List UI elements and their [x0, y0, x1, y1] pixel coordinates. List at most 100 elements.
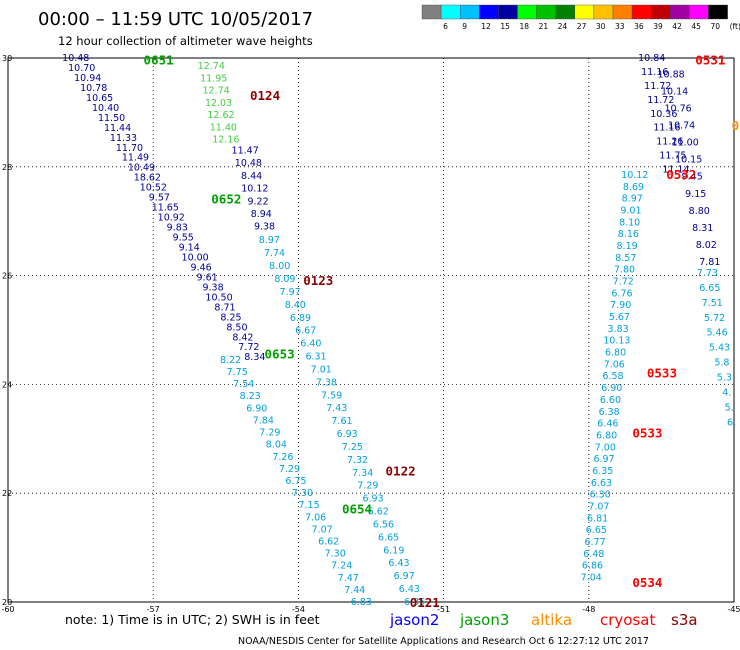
legend-label: 30 — [596, 22, 606, 31]
legend-swatch — [421, 4, 442, 20]
wave-height-value: 6.67 — [295, 326, 316, 337]
wave-height-value: 8.50 — [226, 322, 247, 333]
legend-swatch — [670, 4, 690, 20]
pass-label: 0533 — [647, 366, 677, 381]
footer-credit: NOAA/NESDIS Center for Satellite Applica… — [238, 636, 649, 647]
pass-label: 0121 — [410, 595, 440, 610]
wave-height-value: 9.38 — [202, 282, 223, 293]
wave-height-value: 10.65 — [86, 93, 113, 104]
legend-label: 21 — [539, 22, 549, 31]
wave-height-value: 8.22 — [220, 355, 241, 366]
wave-height-value: 11.00 — [672, 138, 699, 149]
legend-label: 70 — [711, 22, 721, 31]
legend-swatch — [708, 4, 728, 20]
wave-height-value: 11.72 — [644, 81, 671, 92]
latitude-tick: 26 — [2, 272, 12, 281]
footer-note: note: 1) Time is in UTC; 2) SWH is in fe… — [65, 612, 320, 627]
color-legend: 6 9 12 15 18 21 24 27 30 33 36 39 42 45 70 (ft) — [421, 4, 740, 31]
wave-height-value: 6.43 — [399, 584, 420, 595]
wave-height-value: 6.46 — [597, 419, 618, 430]
wave-height-value: 10.49 — [128, 163, 155, 174]
wave-height-value: 6. — [727, 417, 736, 428]
wave-height-value: 6.65 — [378, 532, 399, 543]
wave-height-value: 11.33 — [110, 133, 137, 144]
legend-label: 45 — [691, 22, 701, 31]
wave-height-value: 7.30 — [325, 549, 346, 560]
wave-height-value: 7.30 — [292, 488, 313, 499]
legend-swatch — [651, 4, 671, 20]
wave-height-value: 6.75 — [285, 476, 306, 487]
legend-swatch — [517, 4, 537, 20]
wave-height-value: 7.72 — [238, 342, 259, 353]
wave-height-value: 7.00 — [595, 442, 616, 453]
wave-height-value: 10.76 — [665, 103, 692, 114]
wave-height-value: 6.97 — [394, 571, 415, 582]
pass-label: 0124 — [250, 88, 280, 103]
legend-label: 6 — [443, 22, 448, 31]
wave-height-value: 7.74 — [264, 248, 285, 259]
pass-label: 0651 — [144, 53, 174, 68]
wave-height-value: 9.38 — [254, 222, 275, 233]
wave-height-value: 8.40 — [285, 300, 306, 311]
wave-height-value: 6.77 — [584, 537, 605, 548]
wave-height-value: 8.80 — [689, 206, 710, 217]
wave-height-value: 7.04 — [581, 573, 602, 584]
wave-height-value: 10.13 — [603, 336, 630, 347]
pass-label: 0652 — [211, 191, 241, 206]
wave-height-value: 6.93 — [362, 494, 383, 505]
wave-height-value: 5.8 — [714, 358, 729, 369]
legend-swatch — [689, 4, 709, 20]
track-t1: 10.4810.7010.9410.7810.6510.4011.5011.44… — [62, 53, 265, 363]
legend-label: 36 — [634, 22, 644, 31]
wave-height-value: 7.34 — [352, 468, 373, 479]
longitude-tick: -57 — [147, 605, 160, 614]
wave-height-value: 7.07 — [588, 501, 609, 512]
legend-label: 33 — [615, 22, 625, 31]
wave-height-value: 11.49 — [122, 153, 149, 164]
wave-height-value: 11.40 — [210, 122, 237, 133]
wave-height-value: 6.80 — [605, 348, 626, 359]
wave-height-value: 7.81 — [699, 257, 720, 268]
wave-height-value: 7.84 — [253, 415, 274, 426]
wave-height-value: 9.61 — [197, 272, 218, 283]
wave-height-value: 6.30 — [590, 490, 611, 501]
track-t5: 8.97 7.74 8.00 8.09 7.97 8.40 6.89 6.67 6.40 6.31… — [259, 235, 425, 608]
wave-height-value: 8.00 — [269, 261, 290, 272]
pass-label: 0533 — [632, 425, 662, 440]
pass-label: 0532 — [666, 167, 696, 182]
wave-height-value: 7.07 — [312, 524, 333, 535]
wave-height-value: 11.70 — [116, 143, 143, 154]
wave-height-value: 10.88 — [657, 69, 684, 80]
wave-height-value: 9.83 — [167, 223, 188, 234]
wave-height-value: 5.67 — [609, 312, 630, 323]
wave-height-value: 11.44 — [104, 123, 131, 134]
legend-swatch — [498, 4, 518, 20]
satellite-tracks: 10.4810.7010.9410.7810.6510.4011.5011.44… — [62, 53, 736, 608]
legend-label: 39 — [653, 22, 663, 31]
wave-height-value: 7.24 — [331, 561, 352, 572]
wave-height-value: 7.29 — [259, 428, 280, 439]
wave-height-value: 10.78 — [80, 83, 107, 94]
legend-swatch — [593, 4, 614, 20]
pass-label: 0534 — [632, 575, 662, 590]
wave-height-value: 6.60 — [600, 395, 621, 406]
wave-height-value: 7.47 — [338, 573, 359, 584]
track-t6: 10.84 11.16 11.72 11.72 10.36 11.16 11.26 11.75… — [638, 53, 689, 176]
wave-height-value: 8.04 — [266, 440, 287, 451]
wave-height-value: 6.38 — [599, 407, 620, 418]
wave-height-value: 11.47 — [232, 145, 259, 156]
satellite-name-jason2: jason2 — [389, 611, 439, 629]
wave-height-value: 7.54 — [233, 379, 254, 390]
wave-height-value: 6.80 — [596, 430, 617, 441]
legend-label: 12 — [481, 22, 491, 31]
wave-height-value: 9.01 — [620, 205, 641, 216]
wave-height-value: 3.83 — [608, 324, 629, 335]
wave-height-value: 5.72 — [704, 313, 725, 324]
wave-height-value: 6.56 — [373, 519, 394, 530]
satellite-legend: jason2 jason3 altika cryosat s3a — [389, 611, 698, 629]
wave-height-value: 6.48 — [583, 549, 604, 560]
wave-height-value: 8.34 — [244, 352, 265, 363]
wave-height-value: 8.16 — [618, 229, 639, 240]
track-t7: 10.88 10.14 10.76 10.74 11.00 10.15 9.45 9.15 8.… — [657, 69, 720, 268]
pass-label: 0122 — [386, 463, 416, 478]
